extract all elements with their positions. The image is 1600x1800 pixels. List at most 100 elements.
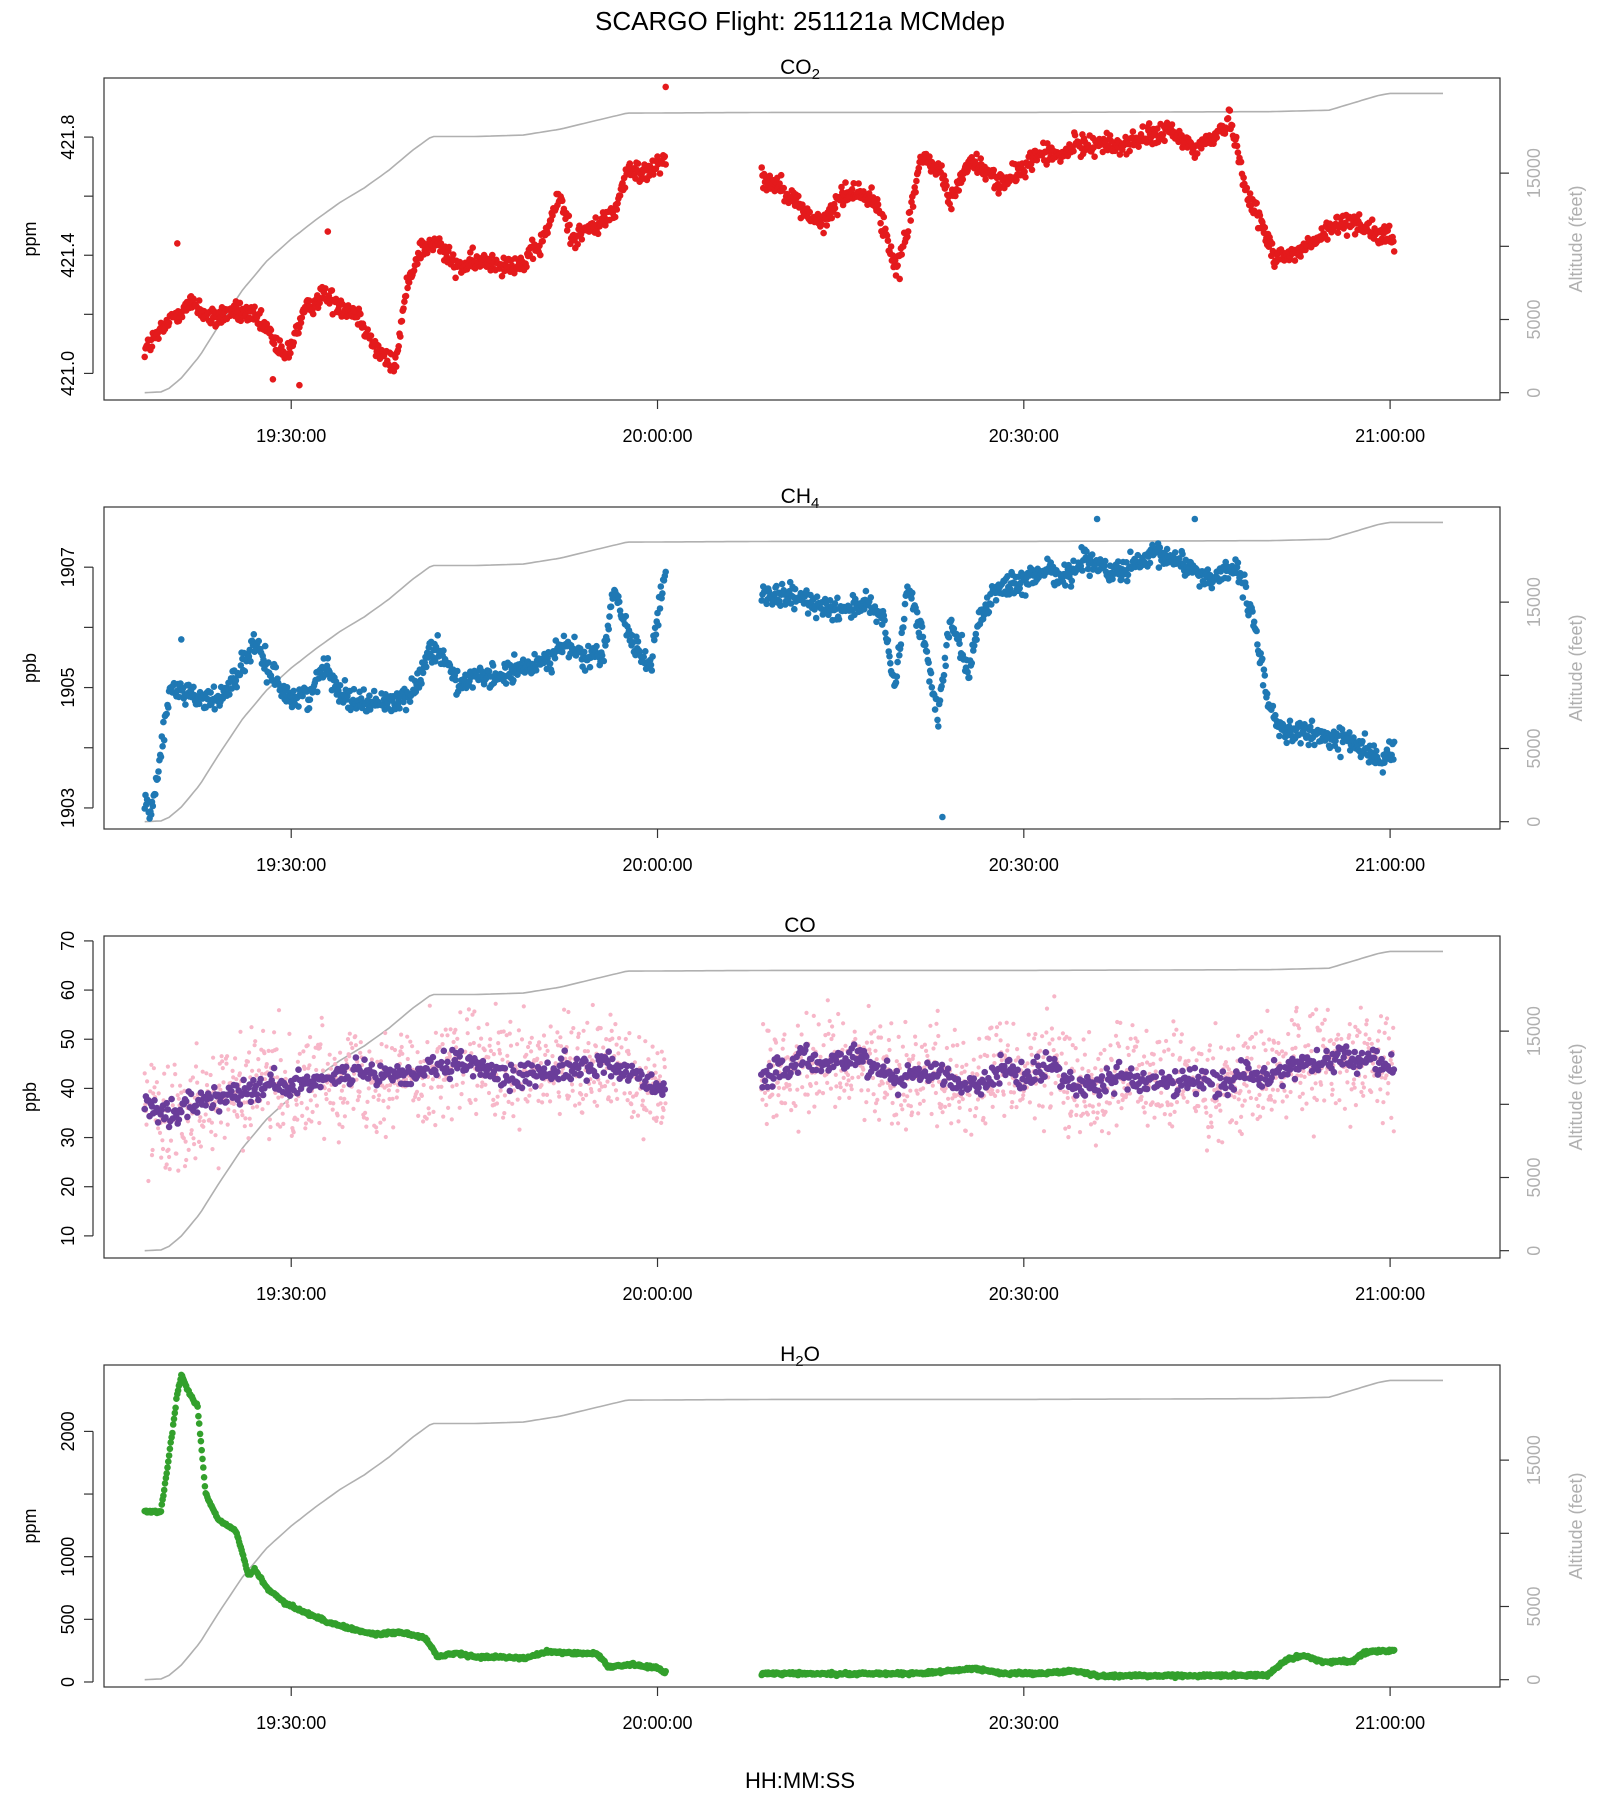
co-raw-point — [529, 1049, 534, 1054]
co-raw-point — [1116, 1099, 1121, 1104]
x-tick-label: 19:30:00 — [256, 426, 326, 446]
co-raw-point — [338, 1096, 343, 1101]
co-raw-point — [253, 1039, 258, 1044]
data-point — [882, 225, 889, 233]
data-point — [1373, 747, 1380, 755]
co-raw-point — [974, 1106, 979, 1111]
data-point — [1139, 123, 1146, 130]
panel-title: CO2 — [780, 56, 820, 83]
data-point — [165, 704, 172, 711]
co-raw-point — [1038, 1048, 1043, 1053]
co-raw-point — [576, 1031, 581, 1036]
co-raw-point — [623, 1036, 628, 1042]
data-point — [799, 201, 806, 208]
co-raw-point — [1330, 1087, 1335, 1092]
data-point — [758, 164, 765, 171]
co-raw-point — [1171, 1019, 1176, 1024]
co-raw-point — [317, 1045, 322, 1050]
co-raw-point — [190, 1075, 195, 1080]
data-point — [1338, 726, 1346, 733]
co-raw-point — [1339, 1036, 1344, 1042]
data-point — [985, 608, 993, 616]
data-point — [195, 700, 203, 708]
data-point — [848, 186, 856, 193]
co-raw-point — [421, 1119, 426, 1124]
co-raw-point — [814, 1081, 819, 1086]
co-raw-point — [204, 1071, 209, 1076]
data-point — [1307, 723, 1314, 731]
co-raw-point — [197, 1118, 202, 1123]
co-raw-point — [913, 1034, 918, 1039]
co-raw-point — [218, 1120, 224, 1125]
co-raw-point — [1345, 1080, 1350, 1085]
x-tick-label: 20:30:00 — [989, 426, 1059, 446]
y2-tick-label: 15000 — [1524, 148, 1544, 198]
data-point — [396, 705, 403, 712]
co-raw-point — [592, 1099, 597, 1104]
data-point — [240, 1076, 247, 1084]
co-raw-point — [461, 1072, 466, 1077]
data-point — [298, 314, 306, 321]
data-point — [400, 305, 407, 312]
co-raw-point — [1337, 1098, 1342, 1103]
co-raw-point — [307, 1063, 312, 1068]
data-point — [650, 171, 657, 178]
co-raw-point — [465, 1031, 470, 1036]
co-raw-point — [874, 1057, 879, 1062]
data-point — [233, 1082, 240, 1089]
co-raw-point — [1170, 1052, 1175, 1057]
co-raw-point — [1181, 1095, 1186, 1100]
data-point — [862, 587, 870, 595]
co-raw-point — [498, 1088, 503, 1093]
co-raw-point — [811, 1046, 816, 1051]
co-raw-point — [1360, 1081, 1365, 1086]
co-raw-point — [1323, 1070, 1329, 1075]
co-raw-point — [1049, 1026, 1054, 1031]
data-point — [1233, 142, 1241, 150]
data-point — [360, 686, 368, 693]
co-raw-point — [159, 1155, 164, 1160]
data-point — [1067, 583, 1075, 590]
co-raw-point — [818, 1054, 823, 1059]
co-raw-point — [376, 1097, 381, 1102]
co-raw-point — [992, 1061, 997, 1066]
data-point — [850, 180, 857, 187]
co-raw-point — [989, 1025, 994, 1030]
co-raw-point — [1080, 1111, 1086, 1116]
co-raw-point — [317, 1120, 322, 1126]
co-raw-point — [185, 1119, 191, 1124]
co-raw-point — [1329, 1081, 1334, 1086]
co-raw-point — [859, 1088, 864, 1093]
data-point — [952, 192, 959, 200]
co-raw-point — [999, 1058, 1004, 1063]
co-raw-point — [196, 1139, 202, 1144]
co-raw-point — [389, 1046, 395, 1051]
data-point — [560, 632, 568, 640]
data-point — [1379, 769, 1387, 776]
data-point — [1022, 592, 1029, 599]
data-point — [970, 642, 978, 649]
co-raw-point — [1164, 1038, 1169, 1044]
data-point — [613, 206, 621, 213]
data-point — [1013, 176, 1020, 184]
data-point — [350, 685, 358, 693]
co-raw-point — [602, 1084, 608, 1089]
co-raw-point — [466, 1007, 471, 1012]
co-raw-point — [333, 1062, 338, 1067]
co-raw-point — [626, 1051, 631, 1057]
co-raw-point — [614, 1042, 619, 1047]
co-raw-point — [967, 1093, 972, 1098]
data-point — [934, 716, 941, 724]
data-point — [946, 200, 953, 208]
data-point — [1343, 232, 1351, 239]
co-raw-point — [146, 1178, 151, 1184]
data-point — [1253, 199, 1260, 207]
co-raw-point — [1103, 1109, 1108, 1114]
co-raw-point — [517, 1127, 522, 1132]
co-raw-point — [877, 1117, 882, 1122]
co-raw-point — [156, 1091, 161, 1096]
data-point — [607, 603, 615, 610]
co-raw-point — [1256, 1103, 1261, 1109]
y-tick-label: 1907 — [58, 547, 78, 587]
co-raw-point — [289, 1133, 294, 1138]
